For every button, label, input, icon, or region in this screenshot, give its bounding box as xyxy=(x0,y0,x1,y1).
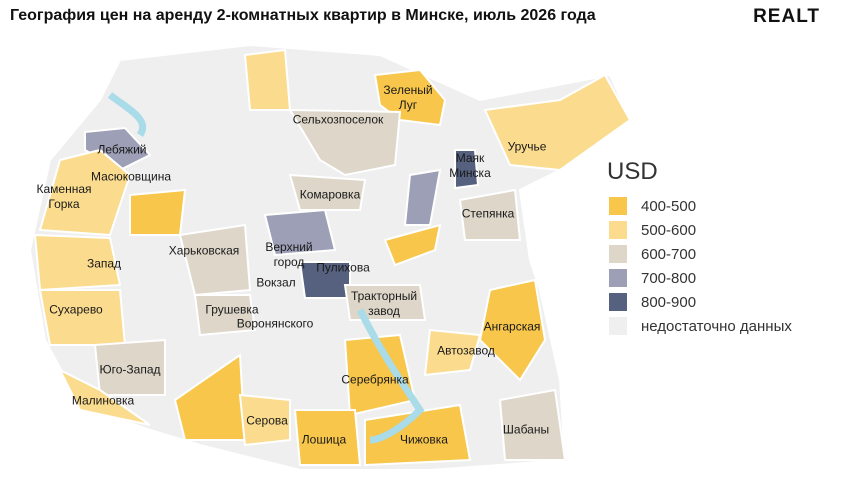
district-label: Лебяжий xyxy=(97,142,147,157)
district xyxy=(343,284,427,321)
district-label: Лошица xyxy=(301,432,347,447)
district xyxy=(263,208,337,257)
district-label: Комаровка xyxy=(299,187,361,202)
district xyxy=(288,173,367,211)
district-label: Пулихова xyxy=(316,260,370,275)
legend-swatch xyxy=(609,197,627,215)
district-label: Масюковщина xyxy=(90,169,172,184)
legend-label: 600-700 xyxy=(641,245,697,263)
district xyxy=(243,48,292,111)
district xyxy=(129,188,187,236)
district xyxy=(57,367,151,426)
district-label: Ангарская xyxy=(483,319,541,334)
legend-swatch xyxy=(609,245,627,263)
legend-swatch xyxy=(609,293,627,311)
legend-label: недостаточно данных xyxy=(641,317,792,335)
legend-label: 400-500 xyxy=(641,197,697,215)
district-label: Каменная Горка xyxy=(36,182,92,211)
district-label: Автозавод xyxy=(437,343,495,358)
legend-item: 800-900 xyxy=(609,293,696,311)
district xyxy=(288,108,402,177)
legend-swatch xyxy=(609,317,627,335)
district xyxy=(383,223,442,267)
legend-swatch xyxy=(609,221,627,239)
district-label: Юго-Запад xyxy=(99,362,161,377)
district xyxy=(403,168,442,226)
district-label: Сухарево xyxy=(49,302,103,317)
district-label: Серебрянка xyxy=(341,372,409,387)
district-label: Тракторный завод xyxy=(350,289,418,318)
district-label: Серова xyxy=(246,413,288,428)
legend-label: 700-800 xyxy=(641,269,697,287)
title: География цен на аренду 2-комнатных квар… xyxy=(10,7,596,24)
district-label: Чижовка xyxy=(400,432,448,447)
district-label: Уручье xyxy=(507,139,547,154)
district xyxy=(478,278,547,382)
district xyxy=(238,393,291,447)
district-label: Грушевка xyxy=(205,302,259,317)
water xyxy=(107,92,425,444)
legend-label: 800-900 xyxy=(641,293,697,311)
district xyxy=(293,409,362,466)
district xyxy=(33,233,122,292)
district xyxy=(364,403,472,467)
district-label: Харьковская xyxy=(168,243,240,258)
legend-item: 500-600 xyxy=(609,221,696,239)
district-label: Вокзал xyxy=(256,275,296,290)
district-label: Запад xyxy=(86,256,122,271)
district xyxy=(93,338,166,396)
district xyxy=(498,388,567,461)
district-label: Зеленый Луг xyxy=(383,83,433,112)
logo: REALT xyxy=(753,6,820,27)
district-label: Шабаны xyxy=(502,422,550,437)
legend-item: недостаточно данных xyxy=(609,317,792,335)
legend-swatch xyxy=(609,269,627,287)
district-label: Степянка xyxy=(461,206,515,221)
legend-item: 400-500 xyxy=(609,197,696,215)
legend-title: USD xyxy=(607,158,658,185)
legend-item: 600-700 xyxy=(609,245,696,263)
district xyxy=(458,188,522,241)
district xyxy=(178,223,252,297)
district xyxy=(454,149,480,190)
district-label: Воронянского xyxy=(236,316,314,331)
district xyxy=(38,289,127,346)
district xyxy=(193,294,257,337)
district-label: Сельхозпоселок xyxy=(292,112,384,127)
district-label: Верхний город xyxy=(265,240,313,269)
district xyxy=(483,73,632,172)
district xyxy=(423,328,482,377)
district-label: Малиновка xyxy=(71,393,135,408)
district-label: Маяк Минска xyxy=(449,151,491,180)
district xyxy=(84,126,152,172)
district xyxy=(38,148,132,237)
legend-label: 500-600 xyxy=(641,221,697,239)
legend-item: 700-800 xyxy=(609,269,696,287)
